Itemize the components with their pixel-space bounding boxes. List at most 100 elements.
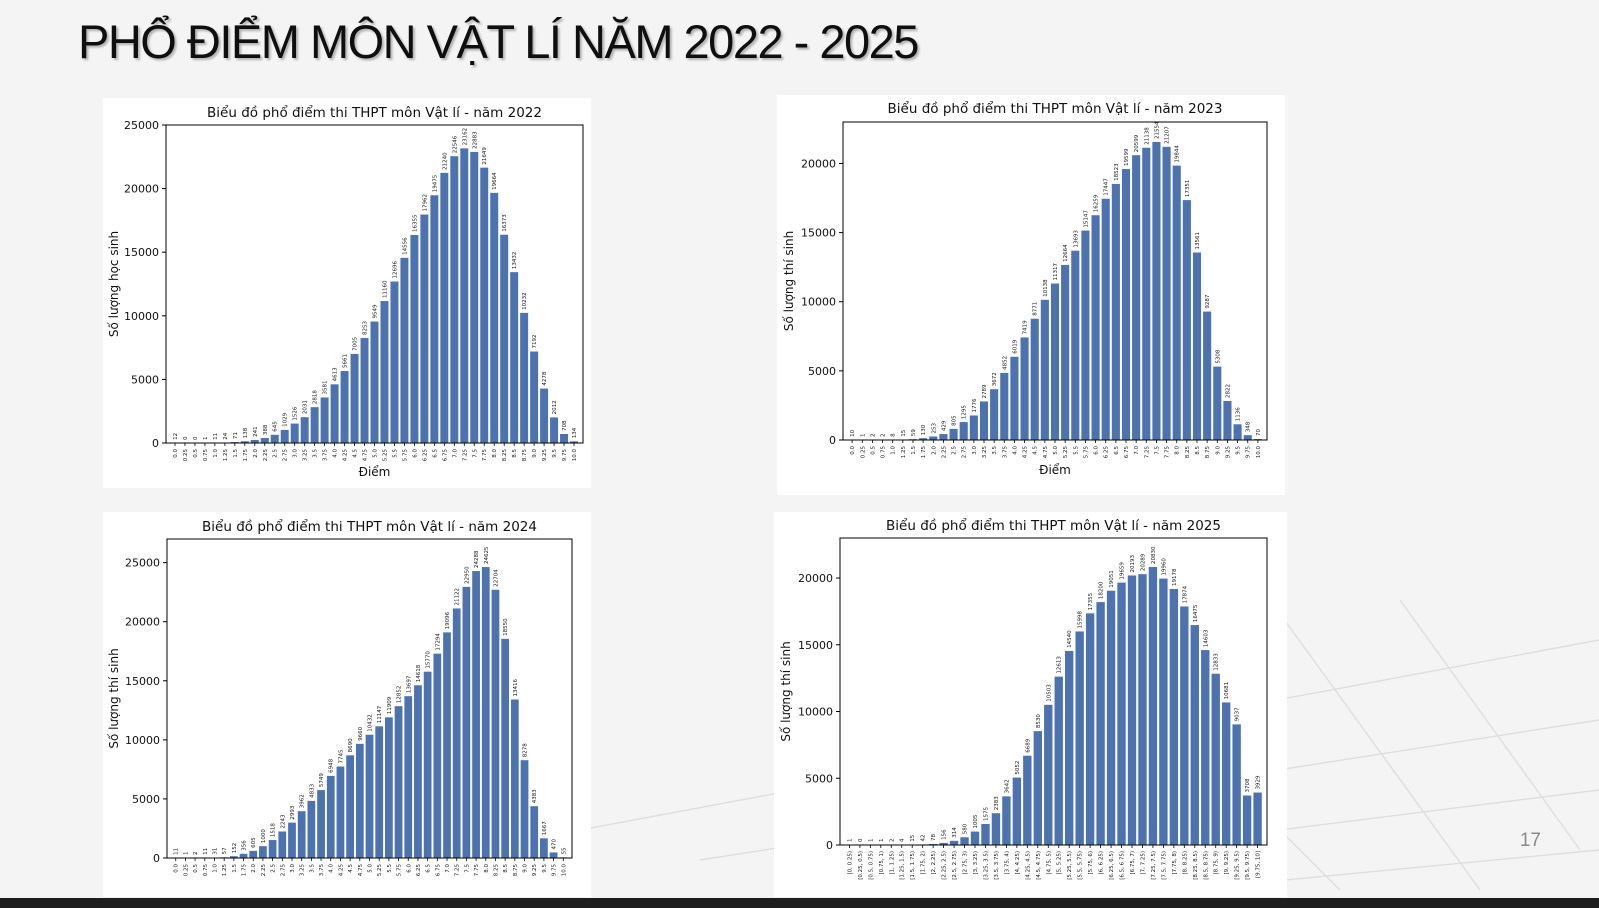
bar-value-label: 1518 <box>271 823 277 837</box>
bar <box>510 699 519 858</box>
bar-value-label: 2789 <box>982 384 988 398</box>
x-tick-label: [7.25, 7.5) <box>1151 851 1157 880</box>
bar-value-label: 14540 <box>1067 630 1073 648</box>
x-tick-label: [2.25, 2.5) <box>942 851 948 880</box>
x-tick-label: 7.25 <box>1144 446 1150 459</box>
bar-value-label: 2993 <box>290 805 296 819</box>
bar <box>969 415 978 440</box>
chart-panel-2025: Biểu đồ phổ điểm thi THPT môn Vật lí - n… <box>774 512 1287 897</box>
bar-value-label: 10 <box>850 429 856 436</box>
bar-value-label: 130 <box>921 424 927 435</box>
bar-value-label: 3929 <box>1256 775 1262 789</box>
bar <box>310 407 319 443</box>
y-tick-label: 0 <box>153 852 160 865</box>
x-tick-label: 8.5 <box>503 864 509 873</box>
bar-value-label: 22883 <box>472 131 478 149</box>
bar <box>540 388 549 443</box>
bar-value-label: 21649 <box>482 147 488 165</box>
x-tick-label: 6.0 <box>406 864 412 873</box>
x-tick-label: [8.25, 8.5) <box>1193 851 1199 880</box>
bar <box>1071 250 1080 440</box>
x-tick-label: 3.25 <box>303 449 309 462</box>
bar <box>949 840 959 845</box>
bar-value-label: 19096 <box>445 611 451 629</box>
bar-value-label: 19051 <box>1109 570 1115 588</box>
x-tick-label: 8.75 <box>522 449 528 462</box>
x-tick-label: 3.0 <box>293 449 299 458</box>
bar <box>1223 400 1232 440</box>
bar <box>460 148 469 443</box>
x-tick-label: 6.75 <box>442 449 448 462</box>
bar <box>480 167 489 443</box>
bar <box>1232 724 1241 845</box>
bar-value-label: 356 <box>242 840 248 851</box>
bar-value-label: 70 <box>1256 429 1262 436</box>
bar <box>1050 283 1060 440</box>
bar-value-label: 3642 <box>1004 779 1010 793</box>
bar-value-label: 19178 <box>1172 568 1178 586</box>
bar <box>549 852 558 858</box>
x-tick-label: 0.25 <box>183 449 189 462</box>
y-tick-label: 10000 <box>798 706 833 719</box>
bar-value-label: 253 <box>931 423 937 434</box>
x-tick-label: 9.75 <box>1246 446 1252 459</box>
bar-value-label: 11147 <box>377 705 383 723</box>
bar <box>1159 578 1168 845</box>
bar <box>1132 155 1141 440</box>
bar-value-label: 16373 <box>502 214 508 232</box>
x-tick-label: 2.75 <box>280 864 286 877</box>
x-tick-label: 0.75 <box>881 446 887 459</box>
bar-value-label: 21122 <box>455 588 461 606</box>
bar-value-label: 3962 <box>300 794 306 808</box>
bar-value-label: 24 <box>223 432 229 439</box>
bar-value-label: 3672 <box>992 372 998 386</box>
bar <box>1233 424 1242 440</box>
x-tick-label: 1.0 <box>213 449 219 458</box>
x-tick-label: [0, 0.25) <box>847 851 853 875</box>
bar <box>1172 165 1181 440</box>
y-tick-label: 20000 <box>798 572 833 585</box>
bar <box>390 281 399 443</box>
x-tick-label: 3.75 <box>319 864 325 877</box>
x-tick-label: 2.25 <box>941 446 947 459</box>
y-tick-label: 15000 <box>124 246 159 259</box>
x-tick-label: 2.75 <box>283 449 289 462</box>
chart-title: Biểu đồ phổ điểm thi THPT môn Vật lí - n… <box>886 517 1221 534</box>
x-tick-label: 8.0 <box>1175 446 1181 455</box>
bar <box>1142 147 1151 440</box>
bar-value-label: 59 <box>911 429 917 436</box>
bar-value-label: 20193 <box>1130 554 1136 572</box>
bar-value-label: 11 <box>213 433 219 440</box>
bar-value-label: 18523 <box>1114 163 1120 181</box>
bar-value-label: 4613 <box>333 367 339 381</box>
bar-value-label: 388 <box>263 424 269 435</box>
x-tick-label: 6.25 <box>1104 446 1110 459</box>
bar <box>991 813 1001 845</box>
y-tick-label: 25000 <box>124 119 159 132</box>
x-tick-label: 7.0 <box>452 449 458 458</box>
x-tick-label: [3.75, 4) <box>1004 851 1010 875</box>
y-tick-label: 15000 <box>801 227 836 240</box>
bar-value-label: 7005 <box>353 336 359 350</box>
bar <box>491 589 500 858</box>
x-tick-label: 5.5 <box>1073 446 1079 455</box>
bar-value-label: 11 <box>203 848 209 855</box>
bar <box>370 321 379 443</box>
x-tick-label: 7.25 <box>455 864 461 877</box>
x-tick-label: [6, 6.25) <box>1099 851 1105 875</box>
bar-value-label: 11317 <box>1053 263 1059 281</box>
bar <box>320 397 329 443</box>
bar <box>560 433 569 443</box>
x-tick-label: 1.0 <box>212 864 218 873</box>
bar <box>500 234 509 443</box>
x-tick-label: 4.0 <box>333 449 339 458</box>
x-tick-label: [1.75, 2) <box>921 851 927 875</box>
bar <box>326 775 335 858</box>
x-tick-label: 3.0 <box>972 446 978 455</box>
x-tick-label: 1.5 <box>232 864 238 873</box>
x-tick-label: 5.75 <box>402 449 408 462</box>
x-tick-label: [7.75, 8) <box>1172 851 1178 875</box>
bar-value-label: 17294 <box>435 633 441 651</box>
y-tick-label: 10000 <box>125 734 160 747</box>
x-tick-label: [8.5, 8.75) <box>1203 851 1209 880</box>
